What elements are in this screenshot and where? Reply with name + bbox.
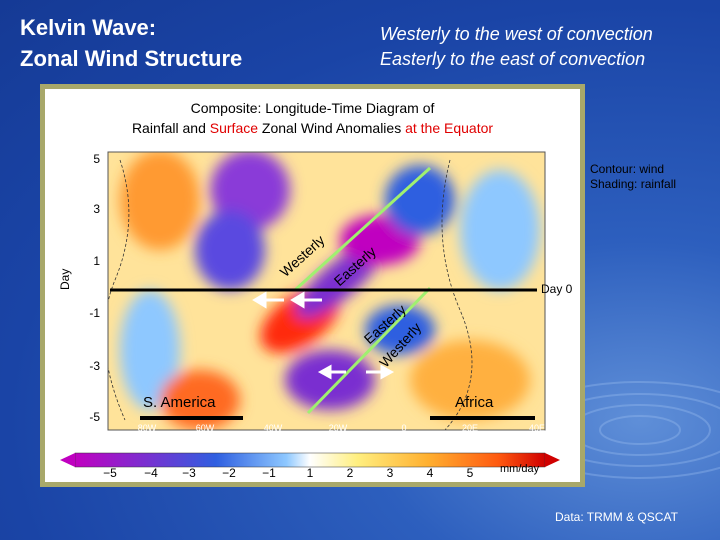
figure-title: Composite: Longitude-Time Diagram of Rai… [40,98,585,138]
x-tick-label: 40W [263,423,283,433]
note: Easterly to the east of convection [380,49,646,69]
title-part: Zonal Wind Anomalies [261,120,402,136]
x-tick-label: 20W [328,423,348,433]
colorbar-label: −2 [222,466,236,480]
colorbar [74,452,546,468]
y-tick-label: -1 [89,306,100,320]
figure-title-line: Composite: Longitude-Time Diagram of [190,100,435,116]
legend: Contour: wind Shading: rainfall [590,162,676,192]
x-tick-label: 0 [401,423,407,433]
colorbar-label: 3 [386,466,394,480]
title-line: Zonal Wind Structure [20,46,243,71]
title-part: Rainfall and [131,120,206,136]
day0-label: Day 0 [541,282,573,296]
title-part: Surface [209,120,259,136]
x-tick-label: 40E [528,423,546,433]
notes: Westerly to the west of convection Easte… [380,22,653,72]
footer: Data: TRMM & QSCAT [555,510,678,524]
legend-line: Shading: rainfall [590,177,677,191]
x-tick-label: 60W [195,423,215,433]
legend-line: Contour: wind [590,162,665,176]
colorbar-label: −3 [182,466,196,480]
y-tick-label: 3 [93,202,100,216]
colorbar-label: 4 [426,466,434,480]
colorbar-end [60,453,75,467]
plot-frame [107,151,546,431]
note: Westerly to the west of convection [380,24,653,44]
y-axis-label: Day [58,268,72,290]
colorbar-label: −4 [144,466,158,480]
colorbar-label: −1 [262,466,276,480]
y-tick-label: 5 [93,152,100,166]
colorbar-label: 5 [466,466,474,480]
colorbar-label: 1 [306,466,314,480]
y-tick-label: -3 [89,359,100,373]
colorbar-label: −5 [103,466,117,480]
y-tick-label: -5 [89,410,100,424]
y-tick-label: 1 [93,254,100,268]
region-label: S. America [143,394,216,411]
figure-title-line: Rainfall and Surface Zonal Wind Anomalie… [40,118,585,138]
colorbar-units: mm/day [500,463,540,475]
phase-lines [293,166,432,415]
region-label: Africa [455,394,494,411]
colorbar-label: 2 [346,466,354,480]
title-line: Kelvin Wave: [20,15,157,40]
colorbar-end [545,453,560,467]
title-part: at the Equator [405,120,494,136]
slide-title: Kelvin Wave: Zonal Wind Structure [20,12,242,74]
x-tick-label: 20E [461,423,479,433]
x-tick-label: 80W [137,423,157,433]
wind-arrows [252,291,395,380]
